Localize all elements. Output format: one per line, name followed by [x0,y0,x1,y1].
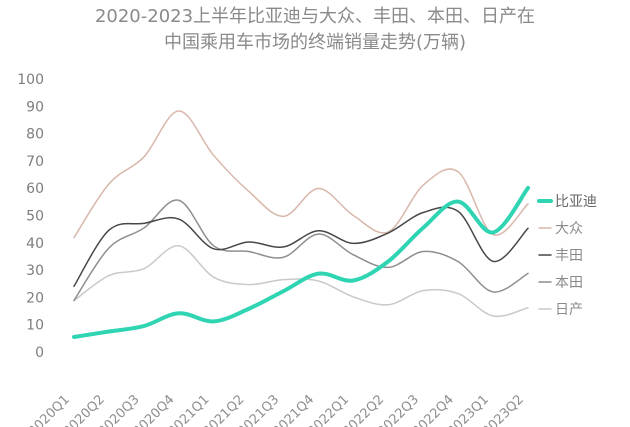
x-tick-label-12: 2023Q1 [445,392,492,427]
x-tick-label-0: 2020Q1 [26,392,73,427]
x-tick-label-7: 2021Q4 [270,392,317,427]
series-lines [72,110,530,339]
x-tick-label-5: 2021Q2 [200,392,247,427]
x-tick-label-13: 2023Q2 [480,392,527,427]
legend-label-2: 丰田 [555,248,583,264]
series-line-2 [73,206,529,287]
y-tick-label-0: 0 [35,345,44,361]
x-tick-label-11: 2022Q4 [410,392,457,427]
series-line-0 [72,185,530,339]
y-tick-label-1: 10 [26,318,44,334]
y-tick-label-2: 20 [26,290,44,306]
axis-group: 0 10 20 30 40 50 60 70 80 90 100 2020Q12020Q22020Q3… [17,72,527,427]
chart-title-line-1: 2020-2023上半年比亚迪与大众、丰田、本田、日产在 [94,6,536,27]
x-tick-label-9: 2022Q2 [340,392,387,427]
y-tick-label-4: 40 [26,236,44,252]
y-tick-label-3: 30 [26,263,44,279]
x-tick-label-3: 2020Q4 [131,392,178,427]
legend-label-3: 本田 [555,275,583,291]
x-tick-label-4: 2021Q1 [165,392,212,427]
y-tick-label-9: 90 [26,99,44,115]
legend-label-4: 日产 [555,302,583,318]
series-line-3 [73,199,529,302]
legend-label-1: 大众 [555,221,583,237]
chart-title-line-2: 中国乘用车市场的终端销量走势(万辆) [163,32,467,53]
y-ticks: 0 10 20 30 40 50 60 70 80 90 100 [17,72,44,361]
y-tick-label-7: 70 [26,154,44,170]
x-ticks: 2020Q12020Q22020Q32020Q42021Q12021Q22021… [26,392,527,427]
legend-label-0: 比亚迪 [555,194,597,210]
y-tick-label-10: 100 [17,72,44,88]
y-tick-label-8: 80 [26,127,44,143]
series-line-1 [73,110,529,239]
x-tick-label-8: 2022Q1 [305,392,352,427]
chart-title: 2020-2023上半年比亚迪与大众、丰田、本田、日产在 中国乘用车市场的终端销… [0,4,630,56]
y-tick-label-5: 50 [26,209,44,225]
x-tick-label-2: 2020Q3 [96,392,143,427]
x-tick-label-6: 2021Q3 [235,392,282,427]
x-tick-label-1: 2020Q2 [61,392,108,427]
y-tick-label-6: 60 [26,181,44,197]
x-tick-label-10: 2022Q3 [375,392,422,427]
